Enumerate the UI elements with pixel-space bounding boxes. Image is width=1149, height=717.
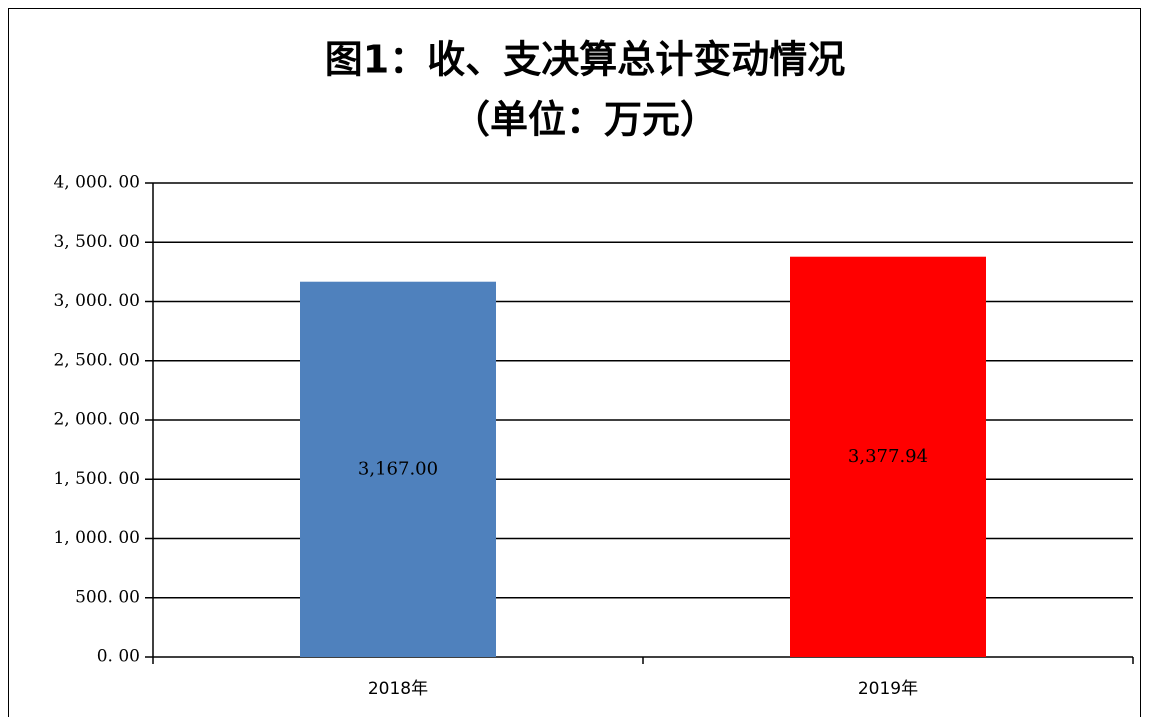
bar (790, 256, 986, 657)
y-tick-label: 2, 000. 00 (53, 410, 140, 430)
data-label: 3,167.00 (358, 458, 438, 479)
y-tick-label: 2, 500. 00 (53, 350, 140, 370)
y-tick-label: 4, 000. 00 (53, 173, 140, 193)
chart-title: 图1：收、支决算总计变动情况 (325, 38, 845, 82)
chart-frame (8, 8, 1141, 717)
y-tick-label: 500. 00 (75, 587, 140, 607)
y-tick-label: 0. 00 (97, 647, 140, 667)
y-tick-label: 1, 000. 00 (53, 528, 140, 548)
y-tick-label: 1, 500. 00 (53, 469, 140, 489)
chart-subtitle: （单位：万元） (452, 98, 718, 142)
y-tick-label: 3, 500. 00 (53, 232, 140, 252)
y-tick-label: 3, 000. 00 (53, 291, 140, 311)
x-tick-label: 2019年 (858, 679, 918, 699)
bar (300, 281, 496, 657)
x-tick-label: 2018年 (368, 679, 428, 699)
data-label: 3,377.94 (848, 446, 928, 467)
